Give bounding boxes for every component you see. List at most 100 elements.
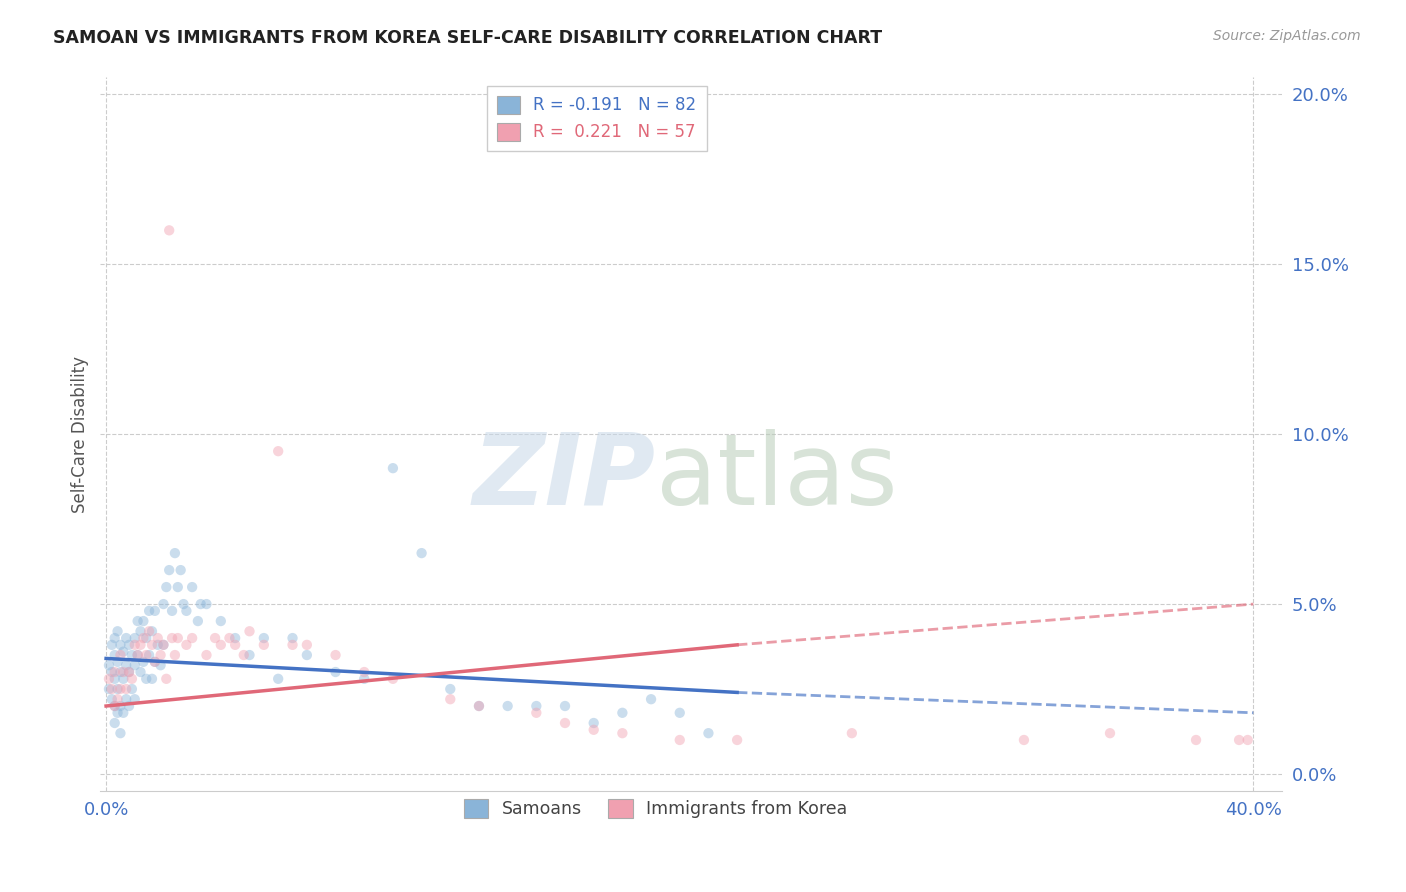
Point — [166, 631, 188, 645]
Point — [157, 563, 180, 577]
Point — [135, 648, 157, 662]
Point — [1236, 733, 1258, 747]
Point — [353, 672, 375, 686]
Point — [115, 631, 138, 645]
Point — [281, 638, 304, 652]
Point — [101, 665, 124, 679]
Point — [129, 665, 152, 679]
Point — [112, 645, 135, 659]
Point — [124, 692, 146, 706]
Point — [160, 631, 183, 645]
Point — [110, 648, 132, 662]
Point — [97, 672, 120, 686]
Point — [468, 698, 491, 713]
Point — [121, 681, 143, 696]
Point — [121, 672, 143, 686]
Point — [118, 665, 141, 679]
Point — [1098, 726, 1121, 740]
Point — [107, 624, 129, 639]
Point — [612, 706, 634, 720]
Point — [253, 631, 276, 645]
Point — [554, 698, 576, 713]
Point — [238, 648, 260, 662]
Point — [110, 638, 132, 652]
Point — [115, 681, 138, 696]
Point — [1227, 733, 1250, 747]
Point — [146, 631, 169, 645]
Point — [582, 723, 605, 737]
Point — [146, 638, 169, 652]
Point — [104, 631, 127, 645]
Point — [104, 698, 127, 713]
Point — [381, 461, 404, 475]
Point — [127, 614, 149, 628]
Point — [107, 681, 129, 696]
Point — [668, 706, 690, 720]
Point — [101, 681, 124, 696]
Y-axis label: Self-Care Disability: Self-Care Disability — [72, 356, 89, 513]
Point — [841, 726, 863, 740]
Point — [253, 638, 276, 652]
Point — [1185, 733, 1208, 747]
Point — [124, 638, 146, 652]
Point — [135, 672, 157, 686]
Legend: Samoans, Immigrants from Korea: Samoans, Immigrants from Korea — [457, 792, 855, 825]
Point — [138, 624, 160, 639]
Point — [468, 698, 491, 713]
Point — [232, 648, 254, 662]
Point — [110, 726, 132, 740]
Point — [697, 726, 720, 740]
Point — [124, 658, 146, 673]
Point — [281, 631, 304, 645]
Point — [104, 648, 127, 662]
Point — [155, 580, 177, 594]
Point — [612, 726, 634, 740]
Point — [181, 631, 204, 645]
Point — [143, 604, 166, 618]
Point — [524, 698, 547, 713]
Point — [381, 672, 404, 686]
Point — [524, 706, 547, 720]
Point — [218, 631, 240, 645]
Point — [110, 665, 132, 679]
Point — [267, 672, 290, 686]
Point — [121, 648, 143, 662]
Point — [668, 733, 690, 747]
Point — [439, 692, 461, 706]
Point — [118, 698, 141, 713]
Point — [325, 665, 347, 679]
Point — [138, 604, 160, 618]
Point — [97, 681, 120, 696]
Point — [132, 631, 155, 645]
Point — [1012, 733, 1035, 747]
Point — [124, 631, 146, 645]
Point — [101, 692, 124, 706]
Point — [640, 692, 662, 706]
Point — [411, 546, 433, 560]
Point — [176, 604, 198, 618]
Point — [135, 631, 157, 645]
Point — [169, 563, 191, 577]
Point — [160, 604, 183, 618]
Point — [224, 638, 246, 652]
Point — [176, 638, 198, 652]
Point — [104, 716, 127, 731]
Point — [238, 624, 260, 639]
Point — [204, 631, 226, 645]
Point — [152, 638, 174, 652]
Point — [138, 648, 160, 662]
Text: atlas: atlas — [655, 428, 897, 525]
Point — [107, 692, 129, 706]
Point — [97, 658, 120, 673]
Point — [209, 638, 232, 652]
Point — [181, 580, 204, 594]
Point — [195, 648, 218, 662]
Point — [325, 648, 347, 662]
Point — [115, 692, 138, 706]
Point — [152, 638, 174, 652]
Point — [143, 655, 166, 669]
Point — [107, 706, 129, 720]
Point — [166, 580, 188, 594]
Point — [439, 681, 461, 696]
Point — [110, 698, 132, 713]
